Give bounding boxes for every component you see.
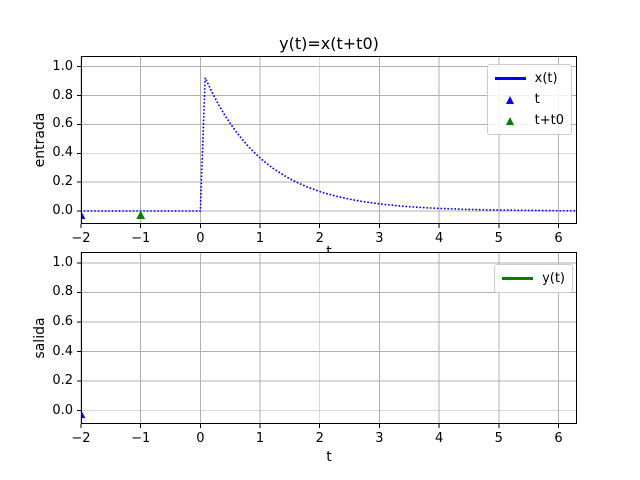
entrada-legend: x(t) t t+t0 bbox=[486, 64, 572, 135]
x-tick-label: −1 bbox=[131, 231, 151, 246]
entrada-plot-area: x(t) t t+t0 bbox=[77, 56, 577, 228]
blue-triangle-icon bbox=[495, 95, 526, 104]
marker-t+t0 bbox=[136, 210, 146, 220]
page-title: y(t)=x(t+t0) bbox=[279, 34, 379, 53]
y-tick-label: 0.2 bbox=[52, 174, 73, 190]
x-tick-label: 3 bbox=[375, 431, 384, 446]
x-tick-label: 5 bbox=[494, 231, 503, 246]
salida-legend: y(t) bbox=[494, 264, 573, 293]
legend-label: x(t) bbox=[534, 71, 558, 86]
data-layer bbox=[81, 409, 86, 419]
green-line-icon bbox=[502, 277, 534, 280]
y-tick-label: 0.8 bbox=[52, 284, 73, 300]
legend-entry-t: t bbox=[495, 89, 564, 110]
x-tick-label: 0 bbox=[196, 231, 205, 246]
legend-label: t bbox=[534, 92, 540, 107]
y-tick-label: 0.0 bbox=[52, 203, 73, 218]
legend-label: y(t) bbox=[542, 271, 565, 286]
x-tick-label: 3 bbox=[375, 231, 384, 246]
y-tick-label: 0.2 bbox=[52, 373, 73, 389]
clipped-t-glyph: t bbox=[326, 245, 332, 252]
y-tick-label: 0.6 bbox=[52, 314, 73, 330]
y-tick-label: 0.4 bbox=[52, 145, 73, 161]
salida-plot-area: y(t) bbox=[77, 252, 577, 428]
x-tick-label: 6 bbox=[554, 231, 563, 246]
series-x(t) bbox=[81, 77, 577, 212]
y-tick-label: 0.8 bbox=[52, 87, 73, 103]
axes-spines bbox=[81, 56, 577, 224]
y-tick-label: 0.4 bbox=[52, 343, 73, 359]
x-tick-label: 5 bbox=[494, 431, 503, 446]
marker-y-current-point bbox=[81, 409, 86, 419]
x-tick-label: 2 bbox=[315, 431, 324, 446]
legend-entry-t-plus-t0: t+t0 bbox=[495, 110, 564, 131]
legend-entry-xt: x(t) bbox=[494, 68, 564, 89]
x-tick-label: −1 bbox=[131, 431, 151, 446]
y-tick-label: 0.6 bbox=[52, 116, 73, 132]
x-tick-label: 1 bbox=[255, 231, 265, 246]
marker-t bbox=[81, 210, 86, 220]
legend-entry-yt: y(t) bbox=[502, 268, 565, 289]
x-tick-label: 4 bbox=[434, 431, 444, 446]
x-tick-label: −2 bbox=[71, 231, 91, 246]
x-tick-label: 2 bbox=[315, 231, 324, 246]
y-tick-label: 0.0 bbox=[52, 402, 73, 418]
axes-spines bbox=[81, 252, 577, 424]
x-tick-label: 6 bbox=[554, 431, 563, 446]
green-triangle-icon bbox=[495, 116, 526, 125]
x-tick-label: −2 bbox=[71, 431, 91, 446]
legend-label: t+t0 bbox=[534, 113, 564, 128]
x-tick-label: 1 bbox=[255, 431, 265, 446]
y-tick-label: 1.0 bbox=[52, 254, 73, 270]
blue-line-icon bbox=[494, 77, 526, 80]
data-layer bbox=[81, 77, 577, 220]
x-tick-label: 0 bbox=[196, 431, 205, 446]
salida-x-axis-label: t bbox=[326, 449, 332, 465]
entrada-x-axis-label-clipped: t bbox=[321, 245, 337, 252]
x-tick-label: 4 bbox=[434, 231, 444, 246]
y-tick-label: 1.0 bbox=[52, 58, 73, 74]
